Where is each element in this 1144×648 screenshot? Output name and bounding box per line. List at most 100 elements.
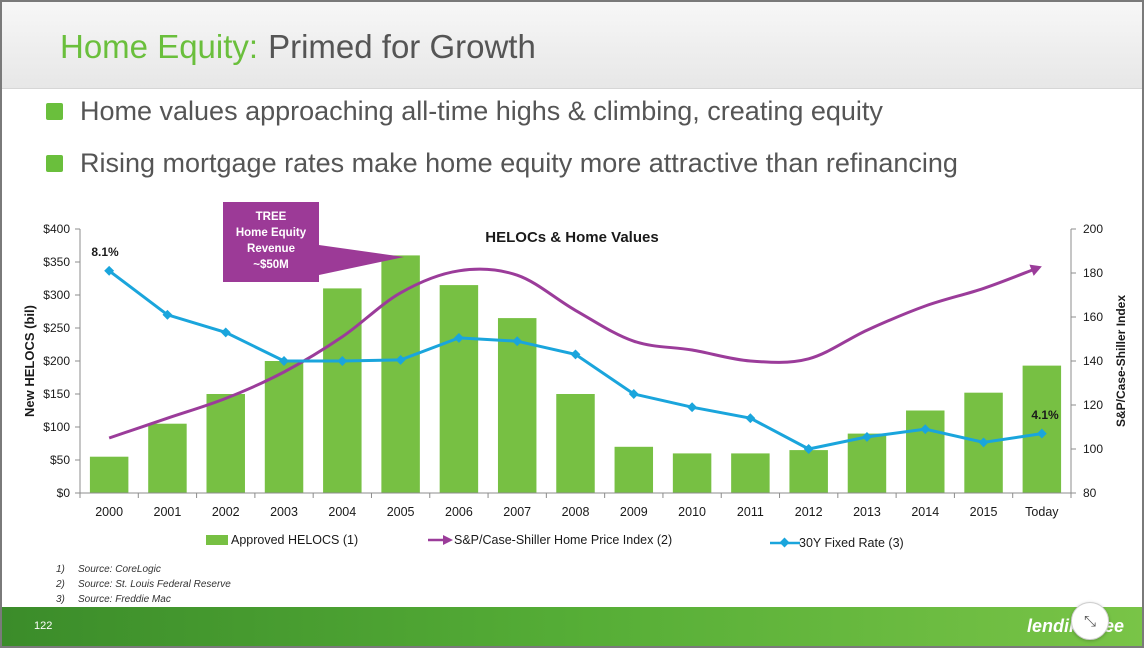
point-30y-rate-2004 <box>337 356 348 366</box>
tick-label-x: 2011 <box>737 505 764 519</box>
line-series-group <box>104 264 1047 454</box>
tick-label-x: 2001 <box>154 505 182 519</box>
tick-label-right: 100 <box>1083 442 1103 456</box>
slide-header: Home Equity: Primed for Growth <box>2 2 1142 89</box>
collapse-arrows-icon[interactable]: ⤡ <box>1071 602 1109 640</box>
tick-label-x: 2015 <box>970 505 998 519</box>
chart-title: HELOCs & Home Values <box>485 229 658 246</box>
annotation-end-rate: 4.1% <box>1031 408 1059 422</box>
tick-label-right: 180 <box>1083 266 1103 280</box>
tick-label-x: 2008 <box>562 505 590 519</box>
tick-label-x: 2003 <box>270 505 298 519</box>
tick-label-x: 2012 <box>795 505 823 519</box>
tick-label-right: 140 <box>1083 354 1103 368</box>
legend-swatch-helocs <box>206 535 228 545</box>
tick-label-left: $150 <box>43 387 70 401</box>
point-30y-rate-2011 <box>745 413 756 424</box>
slide-footer: 122 lendingtree <box>2 607 1142 646</box>
bullet-item-1: Home values approaching all-time highs &… <box>46 96 883 127</box>
sources-list: 1) Source: CoreLogic 2) Source: St. Louis … <box>56 562 231 607</box>
line-hpi <box>108 267 1035 440</box>
bar-2010 <box>672 453 712 493</box>
bar-2011 <box>731 453 770 493</box>
page-number: 122 <box>34 620 53 632</box>
point-30y-rate-2012 <box>803 444 814 454</box>
tick-label-left: $300 <box>43 288 70 302</box>
tick-label-right: 160 <box>1083 310 1103 324</box>
bar-2000 <box>89 456 129 493</box>
source-item-1: 1) Source: CoreLogic <box>56 564 161 575</box>
bar-2005 <box>381 255 420 493</box>
title-accent: Home Equity: <box>60 28 259 65</box>
tick-label-right: 120 <box>1083 398 1103 412</box>
tick-label-left: $350 <box>43 255 70 269</box>
point-30y-rate-2014 <box>920 424 931 435</box>
source-item-3: 3) Source: Freddie Mac <box>56 594 171 605</box>
tick-label-x: 2000 <box>95 505 123 519</box>
line-hpi-arrowhead <box>1029 264 1042 276</box>
y-axis-label-right: S&P/Case-Shiller Index <box>1114 295 1128 427</box>
tick-label-left: $400 <box>43 222 70 236</box>
point-30y-rate-2015 <box>978 437 989 448</box>
legend-label-hpi: S&P/Case-Shiller Home Price Index (2) <box>454 533 672 547</box>
bullet-text: Rising mortgage rates make home equity m… <box>80 148 958 178</box>
tick-label-x: 2005 <box>387 505 415 519</box>
point-30y-rate-2009 <box>628 389 639 399</box>
tick-label-x: 2010 <box>678 505 706 519</box>
bar-2004 <box>323 288 362 493</box>
bar-2003 <box>264 361 304 493</box>
tick-label-left: $50 <box>50 453 70 467</box>
tick-label-x: 2009 <box>620 505 648 519</box>
tick-label-left: $0 <box>57 486 71 500</box>
bullet-square-icon <box>46 155 63 172</box>
bar-2014 <box>906 410 945 493</box>
title-main: Primed for Growth <box>268 28 536 65</box>
bar-2006 <box>439 285 479 493</box>
tick-label-x: 2006 <box>445 505 473 519</box>
tick-label-left: $250 <box>43 321 70 335</box>
slide-title: Home Equity: Primed for Growth <box>60 28 536 66</box>
bar-2008 <box>556 394 595 493</box>
bar-2012 <box>789 450 828 493</box>
bar-2007 <box>497 318 537 493</box>
bar-series-group <box>89 255 1062 493</box>
point-30y-rate-2001 <box>162 309 173 320</box>
tick-label-x: Today <box>1025 505 1059 519</box>
tick-label-left: $200 <box>43 354 70 368</box>
bar-2013 <box>847 433 887 493</box>
bullet-text: Home values approaching all-time highs &… <box>80 96 883 126</box>
bar-2001 <box>148 423 187 493</box>
point-30y-rate-2013 <box>862 431 872 442</box>
annotation-start-rate: 8.1% <box>91 245 119 259</box>
chart-legend: Approved HELOCS (1) S&P/Case-Shiller Hom… <box>206 533 904 550</box>
callout-text: TREE Home Equity Revenue ~$50M <box>235 211 307 271</box>
legend-label-helocs: Approved HELOCS (1) <box>231 533 358 547</box>
point-30y-rate-2007 <box>512 336 523 347</box>
legend-diamond-icon <box>779 537 790 548</box>
bullet-item-2: Rising mortgage rates make home equity m… <box>46 148 958 179</box>
tick-label-x: 2014 <box>911 505 939 519</box>
point-30y-rate-Today <box>1036 428 1047 439</box>
tick-label-right: 80 <box>1083 486 1097 500</box>
point-30y-rate-2002 <box>220 327 231 338</box>
tick-label-x: 2004 <box>328 505 356 519</box>
point-30y-rate-2003 <box>279 356 289 366</box>
tick-label-x: 2013 <box>853 505 881 519</box>
tick-label-left: $100 <box>43 420 70 434</box>
callout-pointer <box>319 245 404 275</box>
bar-2002 <box>206 394 245 493</box>
revenue-callout: TREE Home Equity Revenue ~$50M <box>223 202 319 282</box>
tick-label-x: 2007 <box>503 505 531 519</box>
point-30y-rate-2010 <box>687 402 698 413</box>
legend-label-rate: 30Y Fixed Rate (3) <box>799 536 904 550</box>
bar-2009 <box>614 446 654 493</box>
bullet-square-icon <box>46 103 63 120</box>
source-item-2: 2) Source: St. Louis Federal Reserve <box>56 579 231 590</box>
y-axis-label-left: New HELOCS (bil) <box>22 305 37 417</box>
tick-label-right: 200 <box>1083 222 1103 236</box>
point-30y-rate-2006 <box>453 332 464 343</box>
point-30y-rate-2005 <box>395 354 406 365</box>
tick-group: $0 $50 $100 $150 $200 $250 $300 $350 $400 80 100 12… <box>43 222 1103 519</box>
